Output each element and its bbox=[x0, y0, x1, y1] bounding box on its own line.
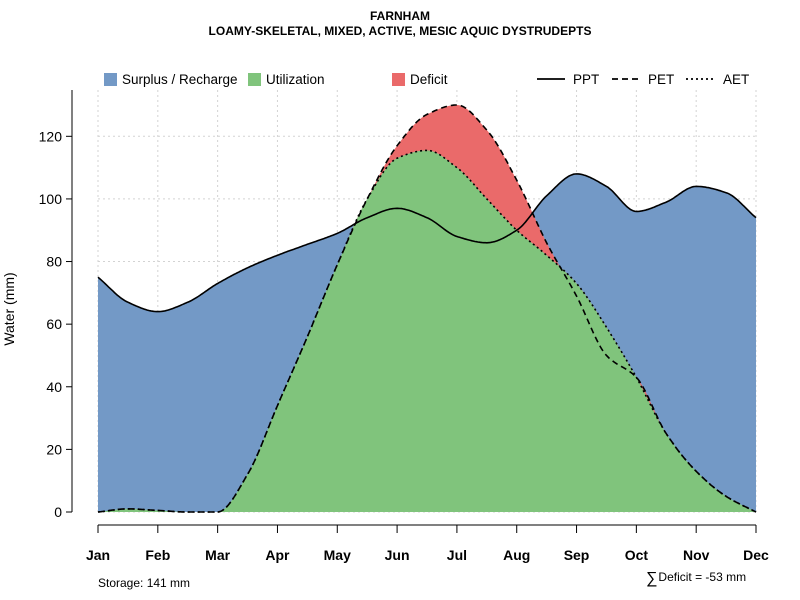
x-tick-label-nov: Nov bbox=[683, 547, 710, 563]
legend-swatch-utilization bbox=[248, 73, 261, 86]
deficit-total-label: ∑Deficit = -53 mm bbox=[646, 570, 746, 588]
legend-label-deficit: Deficit bbox=[410, 72, 448, 87]
y-axis-label: Water (mm) bbox=[1, 272, 17, 345]
aet-line bbox=[97, 149, 757, 513]
y-tick-label: 60 bbox=[46, 316, 62, 332]
x-tick-label-jun: Jun bbox=[385, 547, 410, 563]
x-tick-label-apr: Apr bbox=[265, 547, 290, 563]
x-tick-label-mar: Mar bbox=[205, 547, 230, 563]
legend-label-ppt: PPT bbox=[573, 72, 599, 87]
y-tick-label: 0 bbox=[54, 504, 62, 520]
x-tick-label-may: May bbox=[324, 547, 351, 563]
ppt-line bbox=[97, 173, 757, 313]
y-tick-label: 100 bbox=[39, 191, 63, 207]
utilization-area bbox=[98, 150, 756, 512]
deficit-total-text: Deficit = -53 mm bbox=[658, 570, 747, 584]
y-tick-label: 20 bbox=[46, 441, 62, 457]
y-tick-label: 80 bbox=[46, 254, 62, 270]
x-tick-label-aug: Aug bbox=[503, 547, 530, 563]
chart-subtitle: LOAMY-SKELETAL, MIXED, ACTIVE, MESIC AQU… bbox=[208, 24, 592, 38]
x-tick-label-dec: Dec bbox=[743, 547, 769, 563]
legend-swatch-deficit bbox=[392, 73, 405, 86]
legend-label-pet: PET bbox=[648, 72, 674, 87]
legend-label-surplus: Surplus / Recharge bbox=[122, 72, 238, 87]
x-tick-label-jul: Jul bbox=[447, 547, 467, 563]
x-tick-label-oct: Oct bbox=[625, 547, 649, 563]
sum-icon: ∑ bbox=[646, 570, 658, 587]
x-tick-label-jan: Jan bbox=[86, 547, 110, 563]
pet-line bbox=[97, 104, 757, 513]
x-tick-label-feb: Feb bbox=[145, 547, 170, 563]
y-tick-label: 40 bbox=[46, 379, 62, 395]
y-tick-label: 120 bbox=[39, 128, 63, 144]
legend-swatch-surplus bbox=[104, 73, 117, 86]
chart-title: FARNHAM bbox=[370, 9, 430, 23]
storage-label: Storage: 141 mm bbox=[98, 576, 191, 590]
legend-label-utilization: Utilization bbox=[266, 72, 325, 87]
x-tick-label-sep: Sep bbox=[564, 547, 590, 563]
legend-label-aet: AET bbox=[723, 72, 749, 87]
